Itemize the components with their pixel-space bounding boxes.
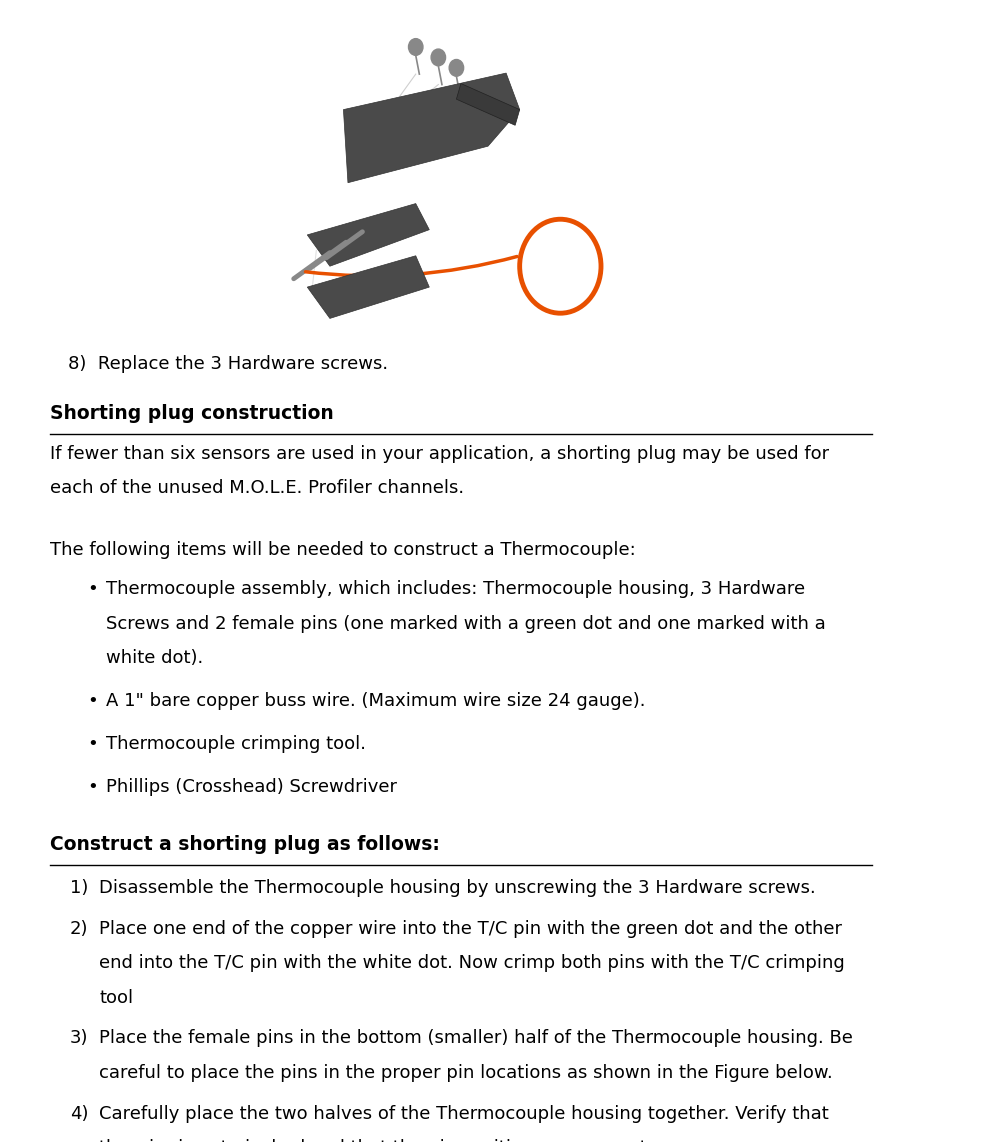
Text: •: •: [87, 735, 98, 753]
Text: end into the T/C pin with the white dot. Now crimp both pins with the T/C crimpi: end into the T/C pin with the white dot.…: [99, 955, 846, 972]
Polygon shape: [343, 73, 520, 183]
Text: Disassemble the Thermocouple housing by unscrewing the 3 Hardware screws.: Disassemble the Thermocouple housing by …: [99, 879, 816, 896]
Circle shape: [449, 59, 464, 77]
Text: •: •: [87, 778, 98, 796]
Text: Carefully place the two halves of the Thermocouple housing together. Verify that: Carefully place the two halves of the Th…: [99, 1104, 829, 1123]
Text: tool: tool: [99, 989, 133, 1006]
Text: If fewer than six sensors are used in your application, a shorting plug may be u: If fewer than six sensors are used in yo…: [50, 444, 829, 463]
Text: 2): 2): [70, 919, 88, 938]
Text: the wire is not pinched and that the pin positions are correct.: the wire is not pinched and that the pin…: [99, 1139, 653, 1142]
Text: Place the female pins in the bottom (smaller) half of the Thermocouple housing. : Place the female pins in the bottom (sma…: [99, 1029, 853, 1047]
Text: •: •: [87, 692, 98, 710]
Circle shape: [431, 49, 445, 66]
Text: Thermocouple crimping tool.: Thermocouple crimping tool.: [106, 735, 366, 753]
Polygon shape: [307, 256, 430, 319]
Text: A 1" bare copper buss wire. (Maximum wire size 24 gauge).: A 1" bare copper buss wire. (Maximum wir…: [106, 692, 645, 710]
Polygon shape: [456, 83, 520, 126]
Text: 8)  Replace the 3 Hardware screws.: 8) Replace the 3 Hardware screws.: [68, 355, 387, 373]
Text: Thermocouple assembly, which includes: Thermocouple housing, 3 Hardware: Thermocouple assembly, which includes: T…: [106, 580, 804, 598]
Text: Construct a shorting plug as follows:: Construct a shorting plug as follows:: [50, 835, 439, 854]
Text: Place one end of the copper wire into the T/C pin with the green dot and the oth: Place one end of the copper wire into th…: [99, 919, 843, 938]
Text: Screws and 2 female pins (one marked with a green dot and one marked with a: Screws and 2 female pins (one marked wit…: [106, 614, 825, 633]
Text: careful to place the pins in the proper pin locations as shown in the Figure bel: careful to place the pins in the proper …: [99, 1064, 833, 1081]
Polygon shape: [307, 203, 430, 266]
Text: 4): 4): [70, 1104, 88, 1123]
Text: Phillips (Crosshead) Screwdriver: Phillips (Crosshead) Screwdriver: [106, 778, 396, 796]
Text: 3): 3): [70, 1029, 88, 1047]
Text: The following items will be needed to construct a Thermocouple:: The following items will be needed to co…: [50, 541, 636, 558]
Text: 1): 1): [70, 879, 88, 896]
Text: Shorting plug construction: Shorting plug construction: [50, 404, 334, 423]
Circle shape: [408, 39, 423, 55]
Text: white dot).: white dot).: [106, 650, 203, 667]
Text: •: •: [87, 580, 98, 598]
Text: each of the unused M.O.L.E. Profiler channels.: each of the unused M.O.L.E. Profiler cha…: [50, 480, 464, 497]
